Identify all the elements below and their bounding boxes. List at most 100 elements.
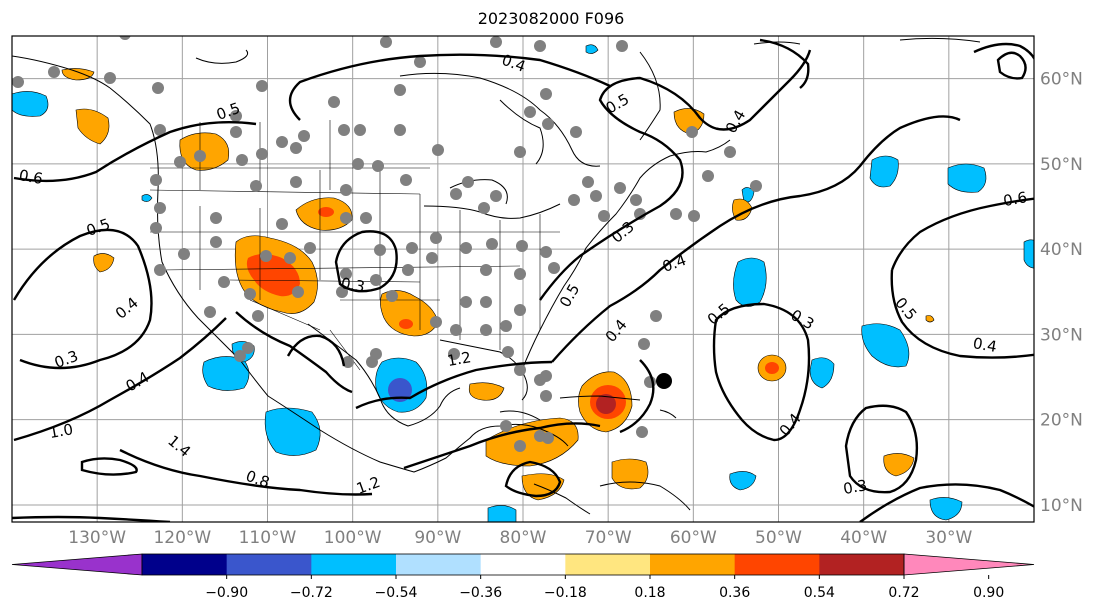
contour-label: 0.3 bbox=[340, 274, 367, 296]
colorbar-tick-label: 0.72 bbox=[888, 585, 919, 601]
contour-label: 0.3 bbox=[842, 476, 869, 498]
station-dot bbox=[534, 374, 546, 386]
colorbar-segment bbox=[226, 554, 312, 575]
colorbar-tick-label: −0.72 bbox=[290, 585, 333, 601]
station-dot bbox=[430, 232, 442, 244]
station-dot bbox=[204, 306, 216, 318]
contour-label: 0.6 bbox=[1002, 188, 1029, 210]
colorbar-tick-label: 0.36 bbox=[719, 585, 750, 601]
colorbar-tick-label: −0.18 bbox=[544, 585, 587, 601]
state-borders bbox=[149, 120, 560, 371]
station-dot bbox=[340, 212, 352, 224]
station-dot bbox=[154, 124, 166, 136]
station-dot bbox=[540, 246, 552, 258]
longitude-tick: 30°W bbox=[925, 528, 972, 548]
station-dot bbox=[514, 304, 526, 316]
station-dot bbox=[290, 142, 302, 154]
station-dot bbox=[516, 240, 528, 252]
station-dot bbox=[450, 188, 462, 200]
station-dot bbox=[340, 268, 352, 280]
station-dot bbox=[750, 180, 762, 192]
colorbar-outline bbox=[141, 553, 905, 576]
station-dot bbox=[480, 296, 492, 308]
station-dot bbox=[598, 210, 610, 222]
station-dot bbox=[450, 324, 462, 336]
station-dot bbox=[210, 212, 222, 224]
station-dot bbox=[230, 110, 242, 122]
station-dot bbox=[514, 440, 526, 452]
station-dot bbox=[462, 176, 474, 188]
contour-label: 0.4 bbox=[972, 334, 999, 356]
longitude-tick: 100°W bbox=[324, 528, 382, 548]
contours bbox=[12, 38, 1034, 522]
station-dot bbox=[154, 202, 166, 214]
station-dot bbox=[686, 126, 698, 138]
contour-label: 1.0 bbox=[48, 420, 75, 442]
station-dot bbox=[252, 310, 264, 322]
station-dot bbox=[370, 274, 382, 286]
station-dot bbox=[514, 268, 526, 280]
station-dot bbox=[174, 156, 186, 168]
station-dot bbox=[284, 252, 296, 264]
station-dot bbox=[154, 264, 166, 276]
station-dot bbox=[688, 210, 700, 222]
station-dot bbox=[338, 124, 350, 136]
station-dot bbox=[194, 150, 206, 162]
station-dot bbox=[702, 170, 714, 182]
station-dot bbox=[178, 248, 190, 260]
station-dot bbox=[104, 72, 116, 84]
colorbar-max-extension bbox=[903, 553, 1035, 576]
station-dot bbox=[542, 118, 554, 130]
station-dot bbox=[630, 194, 642, 206]
station-dot bbox=[374, 244, 386, 256]
longitude-tick: 90°W bbox=[414, 528, 461, 548]
colorbar-segment bbox=[650, 554, 736, 575]
station-dot bbox=[590, 190, 602, 202]
center-marker bbox=[656, 373, 672, 389]
station-dot bbox=[500, 320, 512, 332]
longitude-tick: 120°W bbox=[153, 528, 211, 548]
station-dot bbox=[460, 296, 472, 308]
map-frame bbox=[11, 35, 1035, 523]
station-dot bbox=[260, 250, 272, 262]
station-dot bbox=[414, 56, 426, 68]
station-dot bbox=[12, 76, 24, 88]
station-dot bbox=[152, 82, 164, 94]
station-dot bbox=[500, 420, 512, 432]
station-dot bbox=[570, 126, 582, 138]
station-dot bbox=[150, 174, 162, 186]
colorbar-tick-label: −0.54 bbox=[375, 585, 418, 601]
longitude-tick: 80°W bbox=[500, 528, 547, 548]
station-dot bbox=[242, 342, 254, 354]
colorbar-segment bbox=[565, 554, 651, 575]
station-dot bbox=[486, 238, 498, 250]
station-dot bbox=[432, 144, 444, 156]
latitude-tick: 20°N bbox=[1040, 411, 1083, 431]
station-dot bbox=[542, 432, 554, 444]
station-dot bbox=[304, 242, 316, 254]
station-dot bbox=[430, 316, 442, 328]
station-dot bbox=[426, 252, 438, 264]
station-dot bbox=[352, 158, 364, 170]
contour-label: 1.2 bbox=[446, 348, 473, 370]
station-dot bbox=[524, 106, 536, 118]
colorbar-tick-label: 0.18 bbox=[634, 585, 665, 601]
longitude-tick: 110°W bbox=[239, 528, 297, 548]
contour-label: 0.6 bbox=[18, 166, 45, 188]
station-dot bbox=[540, 390, 552, 402]
station-dot bbox=[380, 36, 392, 48]
station-dot bbox=[540, 88, 552, 100]
longitude-tick: 130°W bbox=[68, 528, 126, 548]
station-dot bbox=[328, 96, 340, 108]
longitude-tick-labels: 130°W 120°W 110°W 100°W 90°W 80°W 70°W 60°W 50°W… bbox=[68, 528, 972, 548]
station-dot bbox=[298, 130, 310, 142]
station-dot bbox=[502, 346, 514, 358]
longitude-tick: 50°W bbox=[755, 528, 802, 548]
station-dot bbox=[340, 184, 352, 196]
station-dot bbox=[650, 310, 662, 322]
colorbar-tick-labels: −0.90 −0.72 −0.54 −0.36 −0.18 0.18 0.36 0.54 0.7… bbox=[205, 575, 1004, 601]
station-dot bbox=[354, 124, 366, 136]
station-dot bbox=[210, 236, 222, 248]
colorbar-tick-label: −0.90 bbox=[205, 585, 248, 601]
